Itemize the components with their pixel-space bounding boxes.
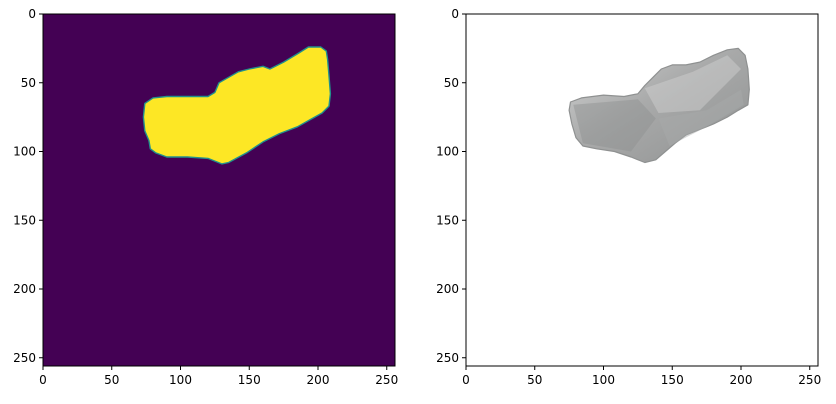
mask-region	[142, 46, 332, 165]
mask-object	[142, 46, 332, 165]
x-tick-label: 100	[592, 373, 615, 387]
x-tick-label: 200	[730, 373, 753, 387]
x-tick-label: 200	[307, 373, 330, 387]
y-tick-label: 250	[436, 351, 459, 365]
mask-axes-frame	[42, 13, 396, 367]
y-tick-label: 0	[28, 7, 36, 21]
y-tick-label: 200	[436, 282, 459, 296]
y-tick-label: 200	[13, 282, 36, 296]
y-tick-label: 100	[13, 145, 36, 159]
y-tick-label: 0	[451, 7, 459, 21]
mask-background	[43, 14, 395, 366]
x-tick-label: 0	[462, 373, 470, 387]
render-facet	[644, 55, 741, 113]
y-tick-label: 50	[21, 76, 36, 90]
render-object	[568, 47, 750, 164]
y-tick-label: 50	[444, 76, 459, 90]
render-axes-frame	[465, 13, 819, 367]
y-tick-label: 100	[436, 145, 459, 159]
x-tick-label: 50	[104, 373, 119, 387]
y-tick-label: 150	[436, 213, 459, 227]
render-background	[466, 14, 818, 366]
x-tick-label: 250	[375, 373, 398, 387]
x-tick-label: 150	[661, 373, 684, 387]
render-object	[568, 47, 750, 164]
y-tick-label: 150	[13, 213, 36, 227]
x-tick-label: 100	[169, 373, 192, 387]
x-tick-label: 250	[798, 373, 821, 387]
x-tick-label: 0	[39, 373, 47, 387]
render-facet	[658, 89, 744, 146]
y-tick-label: 250	[13, 351, 36, 365]
x-tick-label: 150	[238, 373, 261, 387]
x-tick-label: 50	[527, 373, 542, 387]
render-facet	[573, 99, 656, 152]
